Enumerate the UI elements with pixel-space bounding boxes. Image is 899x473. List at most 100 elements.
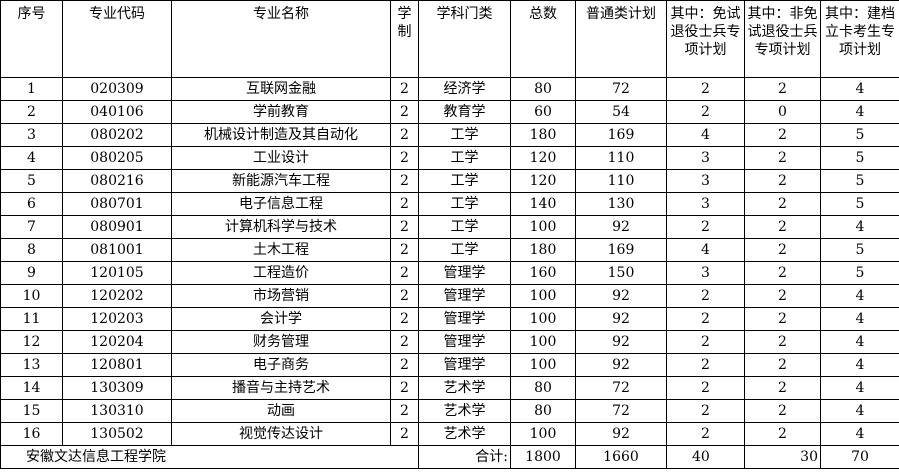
cell-poverty-plan: 4 xyxy=(820,399,899,423)
cell-duration: 2 xyxy=(390,284,419,308)
cell-seq: 1 xyxy=(0,77,63,101)
cell-major-name: 动画 xyxy=(171,399,391,423)
cell-total: 100 xyxy=(510,284,576,308)
table-row: 15 130310 动画 2 艺术学 80 72 2 2 4 xyxy=(0,399,899,423)
cell-major-code: 020309 xyxy=(62,77,172,101)
cell-exempt-veterans-plan: 2 xyxy=(666,376,745,400)
cell-seq: 14 xyxy=(0,376,63,400)
cell-duration: 2 xyxy=(390,77,419,101)
cell-major-name: 工业设计 xyxy=(171,146,391,170)
table-row: 6 080701 电子信息工程 2 工学 140 130 3 2 5 xyxy=(0,192,899,216)
cell-regular-plan: 169 xyxy=(575,238,667,262)
cell-seq: 16 xyxy=(0,422,63,446)
cell-exempt-veterans-plan: 2 xyxy=(666,77,745,101)
table-row: 5 080216 新能源汽车工程 2 工学 120 110 3 2 5 xyxy=(0,169,899,193)
cell-non-exempt-veterans-plan: 2 xyxy=(744,238,821,262)
table-row: 11 120203 会计学 2 管理学 100 92 2 2 4 xyxy=(0,307,899,331)
cell-discipline: 经济学 xyxy=(418,77,511,101)
header-total: 总数 xyxy=(510,0,576,78)
cell-exempt-veterans-plan: 4 xyxy=(666,238,745,262)
cell-duration: 2 xyxy=(390,330,419,354)
cell-total: 180 xyxy=(510,238,576,262)
cell-duration: 2 xyxy=(390,422,419,446)
cell-regular-plan: 92 xyxy=(575,307,667,331)
cell-major-code: 080202 xyxy=(62,123,172,147)
cell-non-exempt-veterans-plan: 2 xyxy=(744,376,821,400)
cell-major-code: 130309 xyxy=(62,376,172,400)
cell-major-name: 互联网金融 xyxy=(171,77,391,101)
cell-seq: 3 xyxy=(0,123,63,147)
cell-duration: 2 xyxy=(390,215,419,239)
table-row: 2 040106 学前教育 2 教育学 60 54 2 0 4 xyxy=(0,100,899,124)
cell-total: 100 xyxy=(510,215,576,239)
cell-regular-plan: 169 xyxy=(575,123,667,147)
cell-poverty-plan: 4 xyxy=(820,284,899,308)
cell-major-name: 机械设计制造及其自动化 xyxy=(171,123,391,147)
cell-discipline: 管理学 xyxy=(418,261,511,285)
cell-duration: 2 xyxy=(390,100,419,124)
cell-exempt-veterans-plan: 2 xyxy=(666,307,745,331)
header-duration: 学制 xyxy=(390,0,419,78)
cell-non-exempt-veterans-plan: 2 xyxy=(744,330,821,354)
table-row: 9 120105 工程造价 2 管理学 160 150 3 2 5 xyxy=(0,261,899,285)
cell-exempt-veterans-plan: 2 xyxy=(666,399,745,423)
cell-major-code: 120202 xyxy=(62,284,172,308)
cell-poverty-plan: 5 xyxy=(820,123,899,147)
cell-exempt-veterans-plan: 2 xyxy=(666,330,745,354)
table-row: 4 080205 工业设计 2 工学 120 110 3 2 5 xyxy=(0,146,899,170)
header-major-name: 专业名称 xyxy=(171,0,391,78)
cell-exempt-veterans-plan: 3 xyxy=(666,192,745,216)
cell-seq: 11 xyxy=(0,307,63,331)
cell-non-exempt-veterans-plan: 2 xyxy=(744,169,821,193)
cell-regular-plan: 92 xyxy=(575,422,667,446)
exempt-veterans-sum: 40 xyxy=(666,445,745,469)
cell-discipline: 工学 xyxy=(418,146,511,170)
cell-major-name: 播音与主持艺术 xyxy=(171,376,391,400)
header-regular-plan: 普通类计划 xyxy=(575,0,667,78)
table-row: 12 120204 财务管理 2 管理学 100 92 2 2 4 xyxy=(0,330,899,354)
cell-seq: 2 xyxy=(0,100,63,124)
cell-major-code: 040106 xyxy=(62,100,172,124)
cell-poverty-plan: 4 xyxy=(820,422,899,446)
cell-seq: 15 xyxy=(0,399,63,423)
cell-exempt-veterans-plan: 2 xyxy=(666,100,745,124)
cell-duration: 2 xyxy=(390,146,419,170)
cell-non-exempt-veterans-plan: 2 xyxy=(744,215,821,239)
cell-duration: 2 xyxy=(390,238,419,262)
header-row: 序号 专业代码 专业名称 学制 学科门类 总数 普通类计划 其中：免试退役士兵专项计划 其中：非… xyxy=(0,0,899,78)
cell-major-name: 电子商务 xyxy=(171,353,391,377)
header-exempt-veterans-plan: 其中：免试退役士兵专项计划 xyxy=(666,0,745,78)
cell-exempt-veterans-plan: 2 xyxy=(666,215,745,239)
cell-seq: 12 xyxy=(0,330,63,354)
table-row: 13 120801 电子商务 2 管理学 100 92 2 2 4 xyxy=(0,353,899,377)
cell-discipline: 管理学 xyxy=(418,330,511,354)
cell-major-code: 130502 xyxy=(62,422,172,446)
cell-poverty-plan: 4 xyxy=(820,376,899,400)
cell-non-exempt-veterans-plan: 2 xyxy=(744,353,821,377)
cell-regular-plan: 110 xyxy=(575,169,667,193)
cell-major-name: 学前教育 xyxy=(171,100,391,124)
cell-discipline: 管理学 xyxy=(418,284,511,308)
cell-regular-plan: 72 xyxy=(575,77,667,101)
cell-exempt-veterans-plan: 3 xyxy=(666,146,745,170)
cell-regular-plan: 110 xyxy=(575,146,667,170)
cell-poverty-plan: 5 xyxy=(820,146,899,170)
cell-discipline: 工学 xyxy=(418,169,511,193)
cell-total: 80 xyxy=(510,77,576,101)
table-row: 10 120202 市场营销 2 管理学 100 92 2 2 4 xyxy=(0,284,899,308)
cell-poverty-plan: 4 xyxy=(820,353,899,377)
table-row: 8 081001 土木工程 2 工学 180 169 4 2 5 xyxy=(0,238,899,262)
cell-major-name: 市场营销 xyxy=(171,284,391,308)
cell-major-code: 080701 xyxy=(62,192,172,216)
cell-major-code: 120105 xyxy=(62,261,172,285)
cell-non-exempt-veterans-plan: 2 xyxy=(744,284,821,308)
cell-major-name: 电子信息工程 xyxy=(171,192,391,216)
cell-total: 80 xyxy=(510,399,576,423)
cell-duration: 2 xyxy=(390,123,419,147)
cell-seq: 13 xyxy=(0,353,63,377)
cell-discipline: 教育学 xyxy=(418,100,511,124)
header-major-code: 专业代码 xyxy=(62,0,172,78)
cell-discipline: 管理学 xyxy=(418,307,511,331)
cell-non-exempt-veterans-plan: 2 xyxy=(744,146,821,170)
cell-regular-plan: 92 xyxy=(575,330,667,354)
